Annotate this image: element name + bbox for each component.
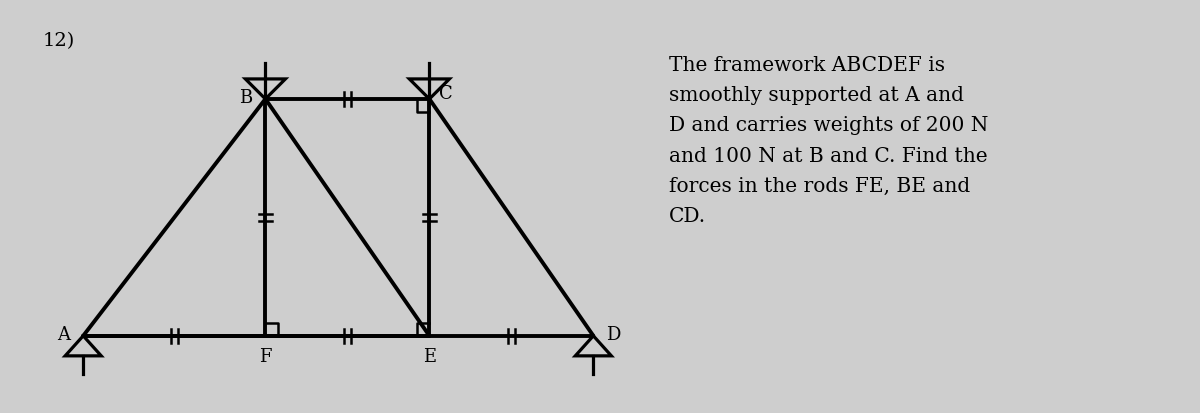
Text: E: E bbox=[422, 347, 436, 365]
Text: F: F bbox=[259, 347, 271, 365]
Text: B: B bbox=[239, 89, 252, 107]
Text: D: D bbox=[606, 325, 620, 343]
Text: A: A bbox=[56, 325, 70, 343]
Text: The framework ABCDEF is
smoothly supported at A and
D and carries weights of 200: The framework ABCDEF is smoothly support… bbox=[670, 56, 989, 225]
Text: C: C bbox=[439, 85, 452, 103]
Text: 12): 12) bbox=[42, 31, 74, 50]
